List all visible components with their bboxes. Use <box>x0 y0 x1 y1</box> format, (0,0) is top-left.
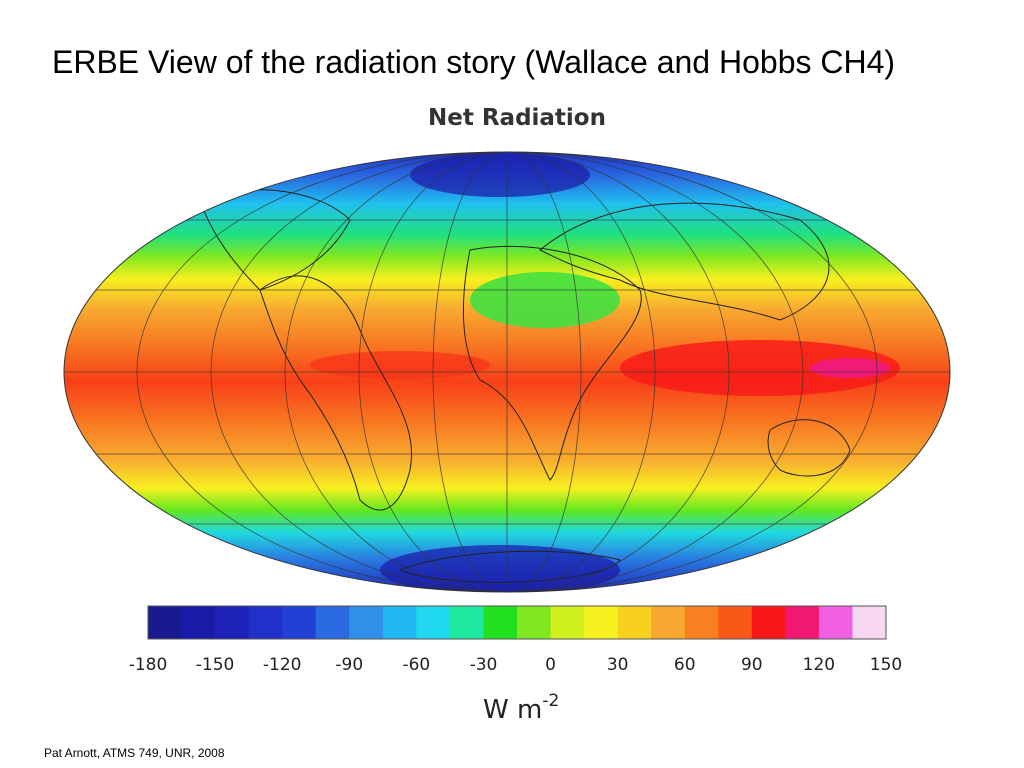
colorbar-tick-label: -180 <box>129 655 168 675</box>
colorbar-segment <box>449 606 484 639</box>
colorbar-segment <box>416 606 451 639</box>
colorbar-tick-label: -120 <box>263 655 302 675</box>
colorbar-segment <box>349 606 384 639</box>
colorbar-segment <box>852 606 887 639</box>
colorbar-segment <box>818 606 853 639</box>
colorbar: -180 -150 -120 -90 -60 -30 0 30 60 90 120 150 <box>129 605 902 675</box>
unit-label: W m-2 <box>483 691 559 725</box>
figure: Net Radiation <box>63 105 951 725</box>
colorbar-segment <box>584 606 619 639</box>
colorbar-segment <box>382 606 417 639</box>
map <box>64 152 950 592</box>
unit-exponent: -2 <box>542 691 559 711</box>
colorbar-segment <box>718 606 753 639</box>
footer: Pat Arnott, ATMS 749, UNR, 2008 <box>44 746 225 760</box>
colorbar-frame <box>147 605 887 640</box>
colorbar-segment <box>148 606 183 639</box>
colorbar-tick-label: 150 <box>870 655 902 675</box>
colorbar-segment <box>215 606 250 639</box>
colorbar-tick-label: 120 <box>803 655 835 675</box>
colorbar-segment <box>550 606 585 639</box>
colorbar-segment <box>651 606 686 639</box>
colorbar-segment <box>282 606 317 639</box>
colorbar-tick-label: 30 <box>607 655 629 675</box>
colorbar-tick-label: -150 <box>196 655 235 675</box>
colorbar-segment <box>517 606 552 639</box>
colorbar-tick-label: -30 <box>470 655 498 675</box>
map-outline <box>63 151 951 593</box>
unit: W m <box>483 695 542 725</box>
colorbar-segment <box>315 606 350 639</box>
colorbar-segment <box>751 606 786 639</box>
colorbar-segment <box>483 606 518 639</box>
figure-title: Net Radiation <box>428 105 606 131</box>
colorbar-segment <box>785 606 820 639</box>
slide-title: ERBE View of the radiation story (Wallac… <box>52 44 896 80</box>
colorbar-tick-label: -60 <box>402 655 430 675</box>
colorbar-segment <box>617 606 652 639</box>
colorbar-segment <box>248 606 283 639</box>
colorbar-tick-label: -90 <box>335 655 363 675</box>
colorbar-tick-label: 90 <box>741 655 763 675</box>
colorbar-tick-label: 60 <box>674 655 696 675</box>
colorbar-tick-label: 0 <box>545 655 556 675</box>
colorbar-segment <box>684 606 719 639</box>
colorbar-segment <box>181 606 216 639</box>
